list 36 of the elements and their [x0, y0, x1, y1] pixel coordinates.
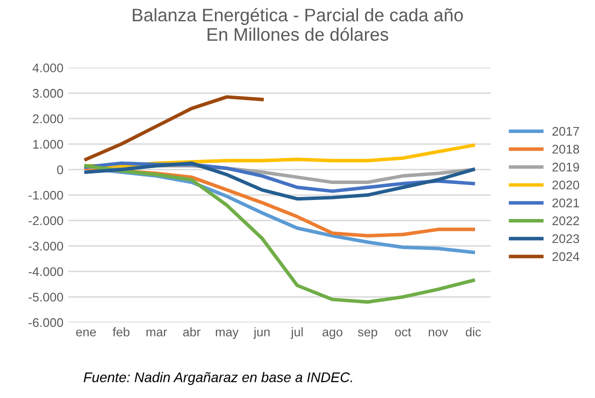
y-tick-label: -2.000: [28, 216, 64, 226]
y-tick-label: -4.000: [28, 267, 64, 276]
y-tick-label: 0: [57, 165, 64, 174]
legend-label: 2023: [552, 234, 580, 244]
x-tick-label: jun: [253, 327, 270, 339]
line-series: [84, 164, 476, 304]
y-tick-label: 3.000: [32, 88, 64, 98]
x-tick-label: feb: [112, 327, 130, 336]
legend-label: 2018: [552, 144, 580, 154]
y-tick-label: 4.000: [32, 63, 64, 72]
legend-label: 2020: [552, 180, 580, 190]
legend-label: 2019: [552, 162, 580, 172]
y-tick-label: 1.000: [33, 140, 64, 149]
chart-title: Balanza Energética - Parcial de cada año En Millones de dólares: [132, 8, 463, 41]
x-tick-label: mar: [146, 330, 167, 336]
x-tick-label: oct: [395, 328, 412, 336]
x-tick-label: dic: [466, 327, 481, 336]
legend-label: 2017: [552, 126, 580, 136]
line-series: [84, 95, 264, 162]
line-series: [84, 161, 476, 201]
x-tick-label: abr: [183, 327, 200, 336]
x-tick-label: jul: [290, 327, 303, 339]
y-tick-label: -5.000: [28, 292, 64, 302]
y-tick-label: -3.000: [28, 242, 64, 251]
legend-label: 2021: [552, 198, 580, 208]
x-tick-label: nov: [428, 330, 448, 336]
x-tick-label: ene: [76, 330, 96, 336]
legend-label: 2022: [552, 216, 580, 226]
y-tick-label: -1.000: [28, 190, 64, 200]
x-tick-label: ago: [322, 330, 342, 339]
x-tick-label: sep: [358, 330, 378, 339]
x-tick-label: may: [216, 330, 239, 339]
y-tick-label: 2.000: [32, 114, 64, 124]
legend-label: 2024: [552, 252, 580, 262]
source-note: Fuente: Nadin Argañaraz en base a INDEC.: [84, 372, 352, 385]
y-tick-label: -6.000: [28, 318, 64, 328]
